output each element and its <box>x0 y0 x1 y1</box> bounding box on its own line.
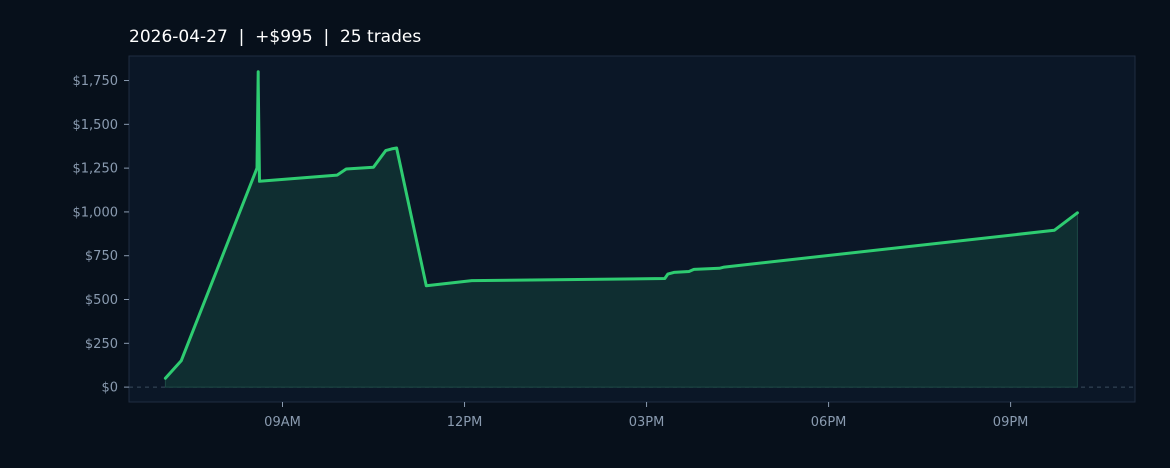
y-tick-label: $250 <box>85 337 118 352</box>
equity-point <box>666 273 669 276</box>
y-tick-label: $1,000 <box>73 205 119 220</box>
equity-point <box>372 166 375 169</box>
equity-point <box>723 266 726 269</box>
x-tick-label: 09AM <box>264 415 301 430</box>
equity-point <box>1076 211 1079 214</box>
equity-point <box>257 79 260 82</box>
equity-point <box>257 70 260 73</box>
equity-point <box>1053 229 1056 232</box>
y-tick-label: $1,750 <box>73 74 119 89</box>
x-tick-label: 06PM <box>811 415 847 430</box>
y-tick-label: $1,250 <box>73 162 119 177</box>
equity-point <box>395 146 398 149</box>
equity-point <box>718 267 721 270</box>
equity-point <box>258 180 261 183</box>
x-tick-label: 09PM <box>993 415 1029 430</box>
equity-point <box>425 284 428 287</box>
equity-point <box>390 147 393 150</box>
x-axis: 09AM 12PM 03PM 06PM 09PM <box>264 402 1028 430</box>
y-tick-label: $1,500 <box>73 118 119 133</box>
equity-point <box>663 277 666 280</box>
equity-point <box>470 279 473 282</box>
equity-point <box>256 167 259 170</box>
equity-point <box>164 377 167 380</box>
equity-point <box>692 268 695 271</box>
chart-title: 2026-04-27 | +$995 | 25 trades <box>129 27 421 47</box>
equity-point <box>384 149 387 152</box>
equity-point <box>688 270 691 273</box>
equity-point <box>672 271 675 274</box>
equity-line <box>163 70 1079 380</box>
y-tick-label: $500 <box>85 293 118 308</box>
y-axis: $0 $250 $500 $750 $1,000 $1,250 $1,500 $1,750 <box>73 74 129 396</box>
y-tick-label: $0 <box>101 381 118 396</box>
x-tick-label: 12PM <box>447 415 483 430</box>
x-tick-label: 03PM <box>629 415 665 430</box>
equity-point <box>345 167 348 170</box>
y-tick-label: $750 <box>85 249 118 264</box>
equity-point <box>336 174 339 177</box>
equity-point <box>180 359 183 362</box>
